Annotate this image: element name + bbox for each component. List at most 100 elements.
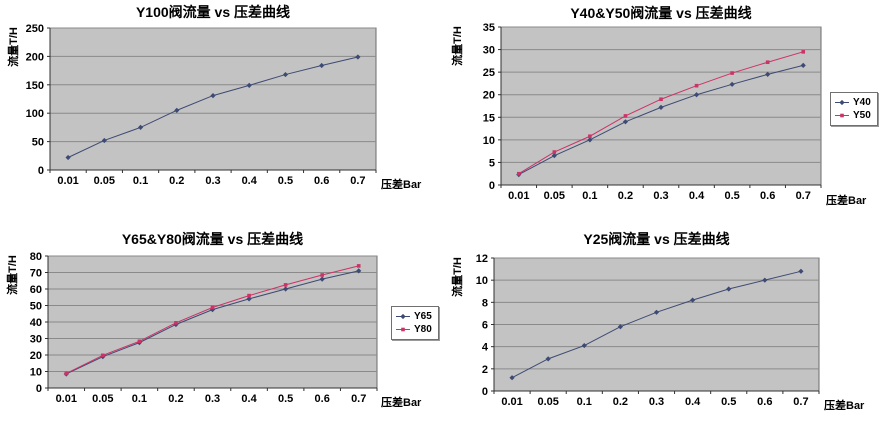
y-tick-label: 40 — [30, 317, 42, 329]
legend-item-y65: Y65 — [395, 310, 432, 323]
x-axis-title-y100: 压差Bar — [381, 179, 422, 191]
x-tick-label: 0.6 — [757, 396, 772, 408]
y-tick-label: 0 — [482, 386, 488, 398]
y-tick-label: 250 — [26, 23, 44, 35]
series-marker-Y100 — [65, 154, 71, 161]
chart-title-y65-y80: Y65&Y80阀流量 vs 压差曲线 — [121, 231, 304, 247]
series-marker-Y100 — [355, 54, 361, 60]
x-tick-label: 0.05 — [544, 190, 565, 202]
x-tick-label: 0.5 — [278, 175, 293, 187]
x-tick-label: 0.3 — [205, 175, 220, 187]
x-tick-label: 0.7 — [796, 190, 811, 202]
legend-marker-y50-icon — [835, 113, 849, 118]
series-marker-Y50 — [552, 150, 557, 154]
x-tick-label: 0.7 — [793, 396, 808, 408]
y-tick-label: 30 — [483, 45, 495, 57]
series-marker-Y25 — [581, 342, 587, 349]
chart-panel-y100: 0 50 100 150 200 250 0.01 0.05 0.1 0.2 0.3 0.4 0.5 0.… — [0, 0, 444, 216]
y-tick-label: 20 — [483, 90, 495, 102]
x-tick-label: 0.3 — [653, 190, 668, 202]
series-marker-Y25 — [653, 309, 660, 315]
y-tick-label: 15 — [483, 112, 495, 124]
series-marker-Y80 — [283, 283, 288, 287]
y-tick-label: 50 — [30, 301, 42, 313]
y-tick-label: 60 — [30, 284, 42, 296]
series-marker-Y100 — [246, 82, 252, 88]
series-marker-Y25 — [726, 286, 732, 292]
y-tick-label: 2 — [482, 364, 488, 376]
series-marker-Y100 — [319, 62, 325, 69]
legend-label-y65: Y65 — [414, 311, 432, 322]
legend-marker-shape — [401, 327, 405, 332]
series-marker-Y25 — [545, 356, 551, 362]
chart-panel-y40-y50: 0 5 10 15 20 25 30 35 0.01 0.05 0.1 0.2 0.3 0.4 0.5 0.6… — [444, 0, 888, 216]
plot-area-y40-y50: 0 5 10 15 20 25 30 35 0.01 0.05 0.1 0.2 0.3 0.4 0.5 0.6… — [483, 22, 822, 202]
x-tick-label: 0.5 — [721, 396, 736, 408]
series-marker-Y100 — [210, 92, 216, 99]
series-marker-Y80 — [320, 273, 324, 277]
series-marker-Y80 — [64, 371, 69, 376]
legend-marker-y80-icon — [396, 327, 410, 332]
series-marker-Y50 — [659, 97, 663, 102]
series-marker-Y80 — [174, 321, 178, 325]
series-marker-Y50 — [516, 171, 521, 176]
series-marker-Y40 — [765, 71, 771, 77]
legend-label-y80: Y80 — [414, 324, 432, 335]
x-axis-title-y65-y80: 压差Bar — [381, 397, 422, 409]
x-tick-label: 0.7 — [351, 393, 366, 405]
y-tick-label: 20 — [30, 350, 42, 362]
series-marker-Y100 — [174, 107, 180, 113]
legend-label-y40: Y40 — [853, 97, 871, 108]
y-tick-label: 150 — [26, 80, 44, 92]
series-marker-Y100 — [101, 137, 107, 144]
series-marker-Y80 — [356, 264, 361, 268]
x-tick-label: 0.4 — [689, 190, 705, 202]
plot-area-y25: 0 2 4 6 8 10 12 0.01 0.05 0.1 0.2 0.3 0.4 0.5 0.6 0.7 — [476, 253, 820, 408]
y-axis-title-y25: 流量T/H — [452, 257, 464, 297]
series-marker-Y40 — [729, 81, 735, 87]
x-tick-label: 0.4 — [241, 393, 257, 405]
x-tick-label: 0.05 — [94, 175, 115, 187]
series-marker-Y50 — [588, 134, 592, 139]
x-tick-label: 0.05 — [92, 393, 113, 405]
y-tick-label: 6 — [482, 320, 488, 332]
x-tick-label: 0.6 — [315, 393, 330, 405]
y-tick-label: 0 — [489, 180, 495, 192]
series-marker-Y80 — [101, 353, 105, 358]
series-marker-Y50 — [801, 50, 806, 54]
legend-item-y40: Y40 — [834, 96, 871, 109]
legend-marker-y65-icon — [396, 313, 410, 320]
x-tick-label: 0.05 — [537, 396, 558, 408]
x-tick-label: 0.6 — [314, 175, 329, 187]
series-marker-Y65 — [209, 307, 216, 313]
y-axis-title-y40-y50: 流量T/H — [452, 26, 464, 66]
series-marker-Y40 — [693, 92, 700, 98]
series-marker-Y80 — [137, 339, 142, 344]
series-marker-Y100 — [282, 71, 289, 78]
x-tick-label: 0.1 — [577, 396, 592, 408]
y-tick-label: 10 — [30, 367, 42, 379]
series-marker-Y25 — [690, 297, 696, 303]
x-tick-label: 0.01 — [56, 393, 77, 405]
series-marker-Y40 — [658, 104, 664, 110]
x-tick-label: 0.5 — [278, 393, 293, 405]
legend-marker-shape — [400, 313, 406, 320]
y-tick-label: 8 — [482, 297, 488, 309]
y-axis-title-y65-y80: 流量T/H — [7, 255, 19, 295]
legend-marker-shape — [839, 99, 845, 106]
plot-background — [49, 27, 377, 171]
x-tick-label: 0.01 — [501, 396, 522, 408]
y-tick-label: 5 — [489, 157, 495, 169]
y-tick-label: 30 — [30, 334, 42, 346]
x-axis-title-y40-y50: 压差Bar — [826, 195, 867, 207]
plot-area-y65-y80: 0 10 20 30 40 50 60 70 80 0.01 0.05 0.1 0.2 0.3 0.4 0.5… — [30, 251, 378, 405]
y-tick-label: 0 — [36, 383, 42, 395]
y-tick-label: 200 — [26, 51, 44, 63]
legend-box: Y40 Y50 — [830, 92, 878, 126]
x-tick-label: 0.2 — [168, 393, 183, 405]
x-tick-label: 0.7 — [350, 175, 365, 187]
legend-box: Y65 Y80 — [391, 306, 439, 340]
plot-area-y100: 0 50 100 150 200 250 0.01 0.05 0.1 0.2 0.3 0.4 0.5 0.… — [26, 23, 377, 187]
legend-item-y50: Y50 — [834, 109, 871, 122]
